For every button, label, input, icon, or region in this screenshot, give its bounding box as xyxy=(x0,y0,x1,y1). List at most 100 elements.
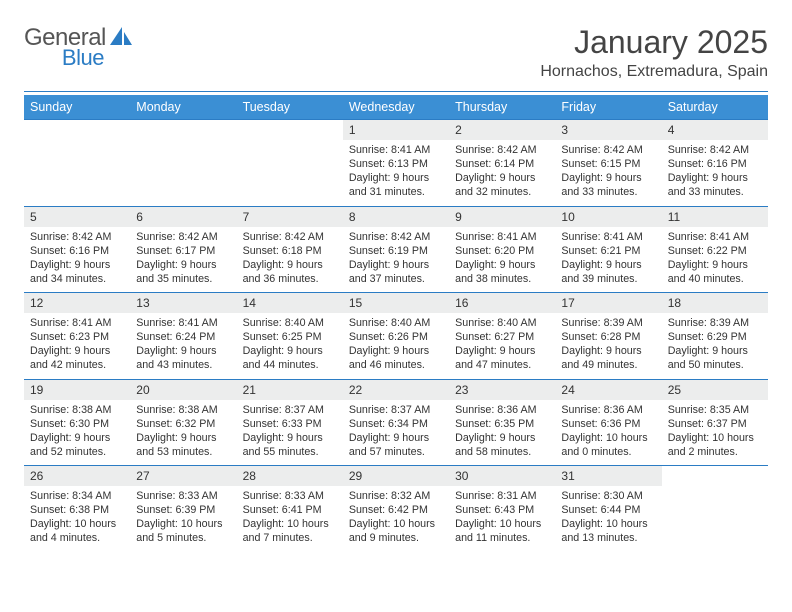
day-details: Sunrise: 8:41 AMSunset: 6:21 PMDaylight:… xyxy=(555,227,661,293)
day-details: Sunrise: 8:42 AMSunset: 6:14 PMDaylight:… xyxy=(449,140,555,206)
day-details: Sunrise: 8:37 AMSunset: 6:34 PMDaylight:… xyxy=(343,400,449,466)
day-details: Sunrise: 8:42 AMSunset: 6:18 PMDaylight:… xyxy=(237,227,343,293)
day-number: 12 xyxy=(24,293,130,313)
calendar-day: 24Sunrise: 8:36 AMSunset: 6:36 PMDayligh… xyxy=(555,379,661,466)
day-number: 4 xyxy=(662,120,768,140)
day-number: 22 xyxy=(343,380,449,400)
calendar-day xyxy=(237,120,343,207)
calendar-day: 9Sunrise: 8:41 AMSunset: 6:20 PMDaylight… xyxy=(449,206,555,293)
day-header: Saturday xyxy=(662,95,768,120)
calendar-day: 25Sunrise: 8:35 AMSunset: 6:37 PMDayligh… xyxy=(662,379,768,466)
day-details: Sunrise: 8:34 AMSunset: 6:38 PMDaylight:… xyxy=(24,486,130,552)
calendar-day: 5Sunrise: 8:42 AMSunset: 6:16 PMDaylight… xyxy=(24,206,130,293)
day-details: Sunrise: 8:42 AMSunset: 6:19 PMDaylight:… xyxy=(343,227,449,293)
calendar-day: 26Sunrise: 8:34 AMSunset: 6:38 PMDayligh… xyxy=(24,466,130,552)
day-number: 21 xyxy=(237,380,343,400)
day-details: Sunrise: 8:39 AMSunset: 6:28 PMDaylight:… xyxy=(555,313,661,379)
calendar-day: 21Sunrise: 8:37 AMSunset: 6:33 PMDayligh… xyxy=(237,379,343,466)
calendar-day: 15Sunrise: 8:40 AMSunset: 6:26 PMDayligh… xyxy=(343,293,449,380)
day-header: Wednesday xyxy=(343,95,449,120)
day-details: Sunrise: 8:36 AMSunset: 6:36 PMDaylight:… xyxy=(555,400,661,466)
calendar-week: 5Sunrise: 8:42 AMSunset: 6:16 PMDaylight… xyxy=(24,206,768,293)
calendar-day: 27Sunrise: 8:33 AMSunset: 6:39 PMDayligh… xyxy=(130,466,236,552)
calendar-week: 1Sunrise: 8:41 AMSunset: 6:13 PMDaylight… xyxy=(24,120,768,207)
calendar-week: 12Sunrise: 8:41 AMSunset: 6:23 PMDayligh… xyxy=(24,293,768,380)
day-number: 23 xyxy=(449,380,555,400)
day-details: Sunrise: 8:32 AMSunset: 6:42 PMDaylight:… xyxy=(343,486,449,552)
day-details: Sunrise: 8:31 AMSunset: 6:43 PMDaylight:… xyxy=(449,486,555,552)
day-header: Friday xyxy=(555,95,661,120)
day-number: 31 xyxy=(555,466,661,486)
day-header: Thursday xyxy=(449,95,555,120)
calendar-day: 30Sunrise: 8:31 AMSunset: 6:43 PMDayligh… xyxy=(449,466,555,552)
day-details: Sunrise: 8:39 AMSunset: 6:29 PMDaylight:… xyxy=(662,313,768,379)
day-details: Sunrise: 8:41 AMSunset: 6:23 PMDaylight:… xyxy=(24,313,130,379)
day-number: 28 xyxy=(237,466,343,486)
day-number: 3 xyxy=(555,120,661,140)
calendar-day: 19Sunrise: 8:38 AMSunset: 6:30 PMDayligh… xyxy=(24,379,130,466)
day-number: 20 xyxy=(130,380,236,400)
calendar-day: 17Sunrise: 8:39 AMSunset: 6:28 PMDayligh… xyxy=(555,293,661,380)
day-number: 13 xyxy=(130,293,236,313)
day-details: Sunrise: 8:41 AMSunset: 6:13 PMDaylight:… xyxy=(343,140,449,206)
day-details: Sunrise: 8:38 AMSunset: 6:30 PMDaylight:… xyxy=(24,400,130,466)
logo-sail-icon xyxy=(108,25,134,52)
day-details: Sunrise: 8:40 AMSunset: 6:25 PMDaylight:… xyxy=(237,313,343,379)
day-number: 10 xyxy=(555,207,661,227)
day-number: 24 xyxy=(555,380,661,400)
calendar-table: SundayMondayTuesdayWednesdayThursdayFrid… xyxy=(24,95,768,552)
day-number: 26 xyxy=(24,466,130,486)
day-number: 5 xyxy=(24,207,130,227)
calendar-day: 1Sunrise: 8:41 AMSunset: 6:13 PMDaylight… xyxy=(343,120,449,207)
day-number: 25 xyxy=(662,380,768,400)
day-details: Sunrise: 8:41 AMSunset: 6:22 PMDaylight:… xyxy=(662,227,768,293)
day-number: 11 xyxy=(662,207,768,227)
page-title: January 2025 xyxy=(540,24,768,61)
calendar-day: 6Sunrise: 8:42 AMSunset: 6:17 PMDaylight… xyxy=(130,206,236,293)
day-number: 15 xyxy=(343,293,449,313)
calendar-day: 13Sunrise: 8:41 AMSunset: 6:24 PMDayligh… xyxy=(130,293,236,380)
day-details: Sunrise: 8:36 AMSunset: 6:35 PMDaylight:… xyxy=(449,400,555,466)
day-number: 19 xyxy=(24,380,130,400)
logo-text-2: Blue xyxy=(62,45,104,71)
day-details: Sunrise: 8:41 AMSunset: 6:24 PMDaylight:… xyxy=(130,313,236,379)
calendar-day: 2Sunrise: 8:42 AMSunset: 6:14 PMDaylight… xyxy=(449,120,555,207)
calendar-week: 26Sunrise: 8:34 AMSunset: 6:38 PMDayligh… xyxy=(24,466,768,552)
day-header: Tuesday xyxy=(237,95,343,120)
day-details: Sunrise: 8:41 AMSunset: 6:20 PMDaylight:… xyxy=(449,227,555,293)
calendar-day: 11Sunrise: 8:41 AMSunset: 6:22 PMDayligh… xyxy=(662,206,768,293)
day-number: 27 xyxy=(130,466,236,486)
day-number: 7 xyxy=(237,207,343,227)
logo: General Blue xyxy=(24,24,180,52)
day-details: Sunrise: 8:40 AMSunset: 6:27 PMDaylight:… xyxy=(449,313,555,379)
day-details: Sunrise: 8:42 AMSunset: 6:17 PMDaylight:… xyxy=(130,227,236,293)
calendar-day: 3Sunrise: 8:42 AMSunset: 6:15 PMDaylight… xyxy=(555,120,661,207)
calendar-day: 28Sunrise: 8:33 AMSunset: 6:41 PMDayligh… xyxy=(237,466,343,552)
calendar-body: 1Sunrise: 8:41 AMSunset: 6:13 PMDaylight… xyxy=(24,120,768,552)
title-block: January 2025 Hornachos, Extremadura, Spa… xyxy=(540,24,768,81)
day-details: Sunrise: 8:33 AMSunset: 6:39 PMDaylight:… xyxy=(130,486,236,552)
day-number: 1 xyxy=(343,120,449,140)
day-number: 30 xyxy=(449,466,555,486)
day-number: 17 xyxy=(555,293,661,313)
calendar-day: 16Sunrise: 8:40 AMSunset: 6:27 PMDayligh… xyxy=(449,293,555,380)
day-header-row: SundayMondayTuesdayWednesdayThursdayFrid… xyxy=(24,95,768,120)
calendar-day xyxy=(24,120,130,207)
calendar-day: 12Sunrise: 8:41 AMSunset: 6:23 PMDayligh… xyxy=(24,293,130,380)
calendar-day: 8Sunrise: 8:42 AMSunset: 6:19 PMDaylight… xyxy=(343,206,449,293)
day-header: Sunday xyxy=(24,95,130,120)
calendar-week: 19Sunrise: 8:38 AMSunset: 6:30 PMDayligh… xyxy=(24,379,768,466)
day-number: 29 xyxy=(343,466,449,486)
calendar-day: 10Sunrise: 8:41 AMSunset: 6:21 PMDayligh… xyxy=(555,206,661,293)
calendar-day: 20Sunrise: 8:38 AMSunset: 6:32 PMDayligh… xyxy=(130,379,236,466)
day-header: Monday xyxy=(130,95,236,120)
day-details: Sunrise: 8:30 AMSunset: 6:44 PMDaylight:… xyxy=(555,486,661,552)
day-number: 18 xyxy=(662,293,768,313)
calendar-day: 14Sunrise: 8:40 AMSunset: 6:25 PMDayligh… xyxy=(237,293,343,380)
header: General Blue January 2025 Hornachos, Ext… xyxy=(24,24,768,81)
day-number: 6 xyxy=(130,207,236,227)
day-number: 2 xyxy=(449,120,555,140)
calendar-day xyxy=(130,120,236,207)
top-rule xyxy=(24,91,768,92)
day-number: 14 xyxy=(237,293,343,313)
